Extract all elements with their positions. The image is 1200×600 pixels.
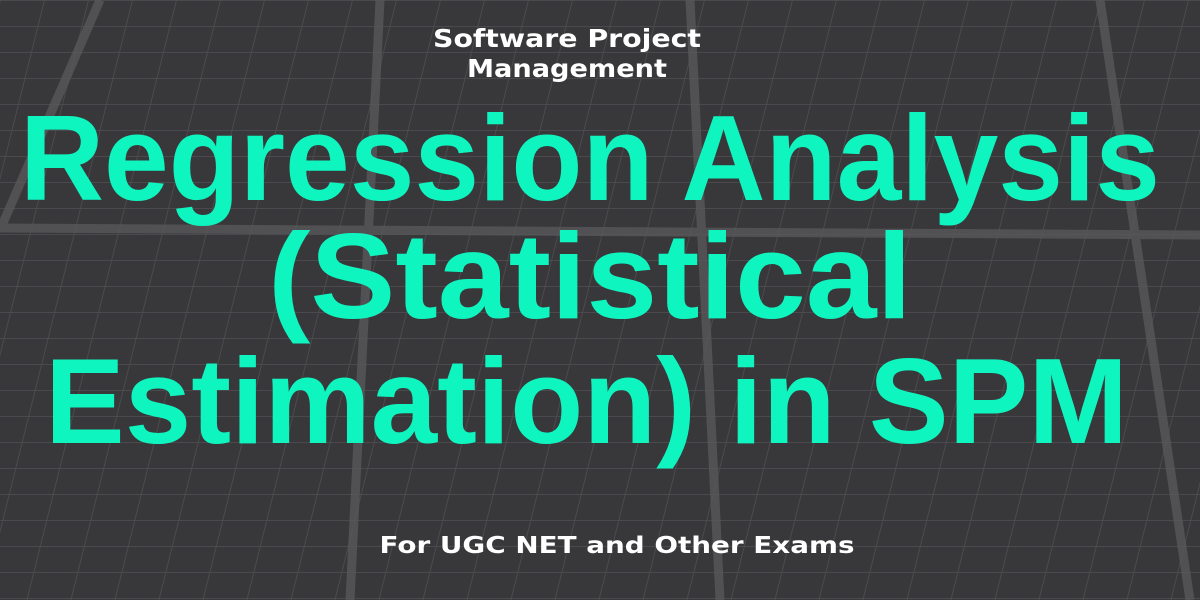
subtitle-line-1: Software Project [433,24,701,53]
title-line-2: (Statistical [268,208,912,344]
footer-text: For UGC NET and Other Exams [380,533,855,559]
title-line-3: Estimation) in SPM [45,333,1128,469]
subtitle-line-2: Management [467,54,667,83]
title-line-1: Regression Analysis [20,90,1160,226]
